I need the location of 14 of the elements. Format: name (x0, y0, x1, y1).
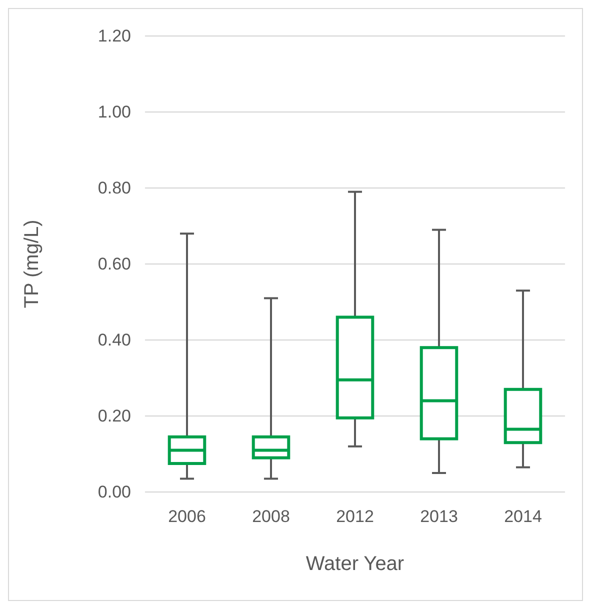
y-tick-label: 1.00 (98, 102, 131, 122)
y-tick-label: 0.60 (98, 254, 131, 274)
y-tick-label: 1.20 (98, 26, 131, 46)
x-tick-label: 2006 (168, 507, 206, 526)
y-tick-label: 0.00 (98, 482, 131, 502)
x-tick-label: 2013 (420, 507, 458, 526)
y-tick-label: 0.80 (98, 178, 131, 198)
x-tick-label: 2014 (504, 507, 542, 526)
x-tick-label: 2012 (336, 507, 374, 526)
x-tick-label: 2008 (252, 507, 290, 526)
y-tick-label: 0.40 (98, 330, 131, 350)
y-axis-title: TP (mg/L) (21, 220, 43, 308)
y-tick-label: 0.20 (98, 406, 131, 426)
x-axis-title: Water Year (306, 553, 404, 575)
